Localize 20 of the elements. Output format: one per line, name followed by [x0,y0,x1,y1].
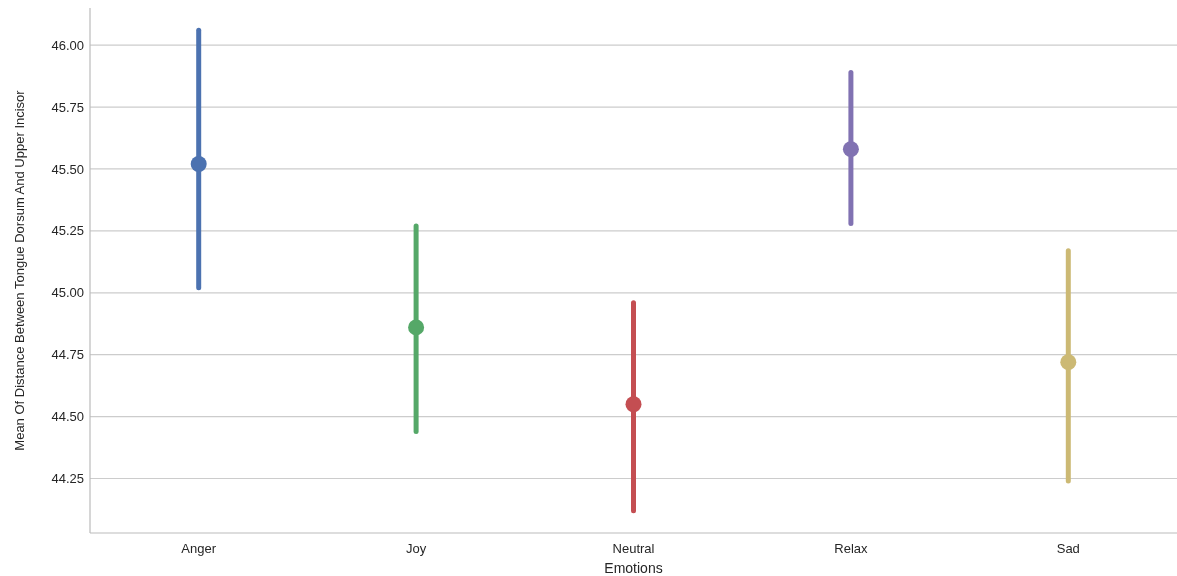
y-tick-label: 46.00 [51,37,84,53]
x-tick-label: Relax [834,541,869,556]
point [408,319,425,336]
y-axis-title: Mean Of Distance Between Tongue Dorsum And Upper Incisor [12,89,27,451]
y-tick-label: 44.75 [51,347,84,363]
x-tick-label: Anger [181,541,217,556]
point [625,396,642,413]
point [190,156,207,173]
y-tick-label: 45.75 [51,99,84,115]
point [842,141,859,158]
x-axis-title: Emotions [604,560,663,576]
point [1060,354,1077,371]
x-tick-label: Joy [405,541,427,556]
y-tick-label: 45.50 [51,161,84,177]
y-tick-label: 45.25 [51,223,84,239]
y-tick-label: 44.25 [51,471,84,487]
y-tick-label: 44.50 [51,409,84,425]
y-tick-label: 45.00 [51,285,84,301]
x-tick-label: Neutral [612,541,655,556]
x-tick-label: Sad [1056,541,1080,556]
